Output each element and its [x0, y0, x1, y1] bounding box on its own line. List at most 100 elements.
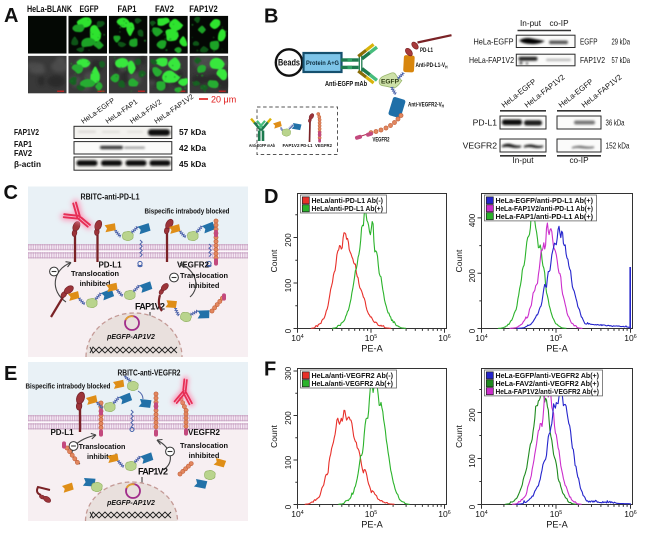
svg-text:EGFP: EGFP: [381, 79, 400, 86]
svg-text:inhibited: inhibited: [189, 451, 220, 460]
svg-text:105: 105: [550, 333, 562, 343]
svg-text:106: 106: [624, 509, 636, 519]
svg-text:200: 200: [284, 233, 293, 247]
svg-text:HeLa-FAP1V2/anti-PD-L1 Ab(+): HeLa-FAP1V2/anti-PD-L1 Ab(+): [496, 204, 594, 213]
svg-text:20 μm: 20 μm: [211, 95, 236, 105]
svg-text:105: 105: [550, 509, 562, 519]
svg-text:HeLa/anti-VEGFR2 Ab(+): HeLa/anti-VEGFR2 Ab(+): [312, 379, 394, 388]
svg-text:inhibited: inhibited: [80, 279, 111, 288]
svg-text:VEGFR2: VEGFR2: [315, 143, 332, 148]
svg-text:Beads: Beads: [278, 58, 300, 68]
svg-text:FAP1V2: FAP1V2: [189, 3, 218, 14]
svg-text:D: D: [264, 186, 278, 208]
svg-text:FAP1: FAP1: [118, 3, 137, 14]
svg-text:PE-A: PE-A: [546, 344, 568, 354]
svg-text:Translocation: Translocation: [79, 442, 126, 451]
svg-text:VEGFR2: VEGFR2: [463, 141, 498, 151]
svg-text:In-put: In-put: [513, 156, 535, 165]
svg-text:co-IP: co-IP: [569, 156, 589, 165]
svg-text:pEGFP-AP1V2: pEGFP-AP1V2: [106, 500, 155, 507]
svg-text:FAV2: FAV2: [14, 148, 32, 158]
svg-text:FAP1V2: FAP1V2: [580, 56, 605, 65]
svg-text:HeLa/anti-PD-L1 Ab(+): HeLa/anti-PD-L1 Ab(+): [312, 204, 384, 213]
svg-text:Translocation: Translocation: [180, 271, 229, 280]
svg-text:0: 0: [468, 328, 477, 333]
svg-text:400: 400: [468, 213, 477, 227]
svg-text:57 kDa: 57 kDa: [179, 127, 206, 137]
svg-text:100: 100: [284, 278, 293, 292]
svg-text:HeLa/anti-VEGFR2 Ab(-): HeLa/anti-VEGFR2 Ab(-): [312, 371, 394, 380]
svg-text:B: B: [264, 6, 278, 28]
svg-text:HeLa-FAV2/anti-VEGFR2 Ab(+): HeLa-FAV2/anti-VEGFR2 Ab(+): [496, 379, 600, 388]
svg-text:200: 200: [468, 268, 477, 282]
svg-text:FAP1V2: FAP1V2: [283, 143, 300, 148]
svg-text:PD-L1: PD-L1: [420, 47, 433, 54]
svg-text:HeLa-EGFP/anti-PD-L1 Ab(+): HeLa-EGFP/anti-PD-L1 Ab(+): [496, 196, 594, 205]
svg-text:HeLa-FAP1V2: HeLa-FAP1V2: [469, 55, 514, 65]
svg-text:104: 104: [475, 333, 487, 343]
svg-text:Translocation: Translocation: [180, 441, 229, 450]
svg-text:104: 104: [291, 509, 303, 519]
svg-text:Bispecific intrabody blocked: Bispecific intrabody blocked: [145, 207, 230, 216]
svg-text:57 kDa: 57 kDa: [612, 56, 631, 65]
svg-text:co-IP: co-IP: [549, 19, 569, 28]
svg-text:300: 300: [284, 366, 293, 380]
svg-text:In-put: In-put: [520, 19, 542, 28]
svg-text:106: 106: [438, 509, 450, 519]
svg-text:β-actin: β-actin: [14, 159, 41, 169]
svg-text:VEGFR2: VEGFR2: [177, 261, 210, 270]
svg-text:Count: Count: [454, 425, 464, 448]
svg-text:36 kDa: 36 kDa: [606, 119, 625, 128]
svg-text:A: A: [4, 5, 18, 27]
svg-text:C: C: [4, 182, 18, 204]
svg-text:42 kDa: 42 kDa: [179, 143, 206, 153]
svg-text:45 kDa: 45 kDa: [179, 159, 206, 169]
svg-text:106: 106: [438, 333, 450, 343]
svg-text:VEGFR2: VEGFR2: [188, 428, 221, 437]
svg-text:EGFP: EGFP: [580, 37, 598, 46]
svg-text:HeLa-FAP1/anti-PD-L1 Ab(+): HeLa-FAP1/anti-PD-L1 Ab(+): [496, 212, 594, 221]
svg-text:HeLa-FAP1V2/anti-VEGFR2 Ab(+): HeLa-FAP1V2/anti-VEGFR2 Ab(+): [496, 387, 600, 396]
svg-text:104: 104: [475, 509, 487, 519]
svg-text:pEGFP-AP1V2: pEGFP-AP1V2: [106, 334, 155, 341]
svg-text:inhibited: inhibited: [87, 452, 117, 461]
svg-text:104: 104: [291, 333, 303, 343]
svg-text:200: 200: [468, 408, 477, 422]
svg-text:VEGFR2: VEGFR2: [373, 137, 390, 144]
svg-text:0: 0: [468, 504, 477, 509]
svg-text:PE-A: PE-A: [361, 520, 383, 530]
svg-text:inhibited: inhibited: [189, 281, 220, 290]
svg-text:PE-A: PE-A: [546, 520, 568, 530]
svg-text:Anti-PD-L1-VH: Anti-PD-L1-VH: [416, 62, 448, 69]
svg-text:PE-A: PE-A: [361, 344, 383, 354]
svg-text:FAV2: FAV2: [155, 3, 174, 14]
svg-text:PD-L1: PD-L1: [50, 428, 74, 437]
svg-text:FAP1V2: FAP1V2: [138, 467, 168, 477]
svg-text:FAP1V2: FAP1V2: [135, 302, 165, 312]
svg-text:Anti-EGFP mAb: Anti-EGFP mAb: [249, 143, 275, 148]
svg-text:100: 100: [284, 455, 293, 469]
svg-text:Count: Count: [454, 249, 464, 272]
svg-text:F: F: [264, 359, 276, 381]
svg-text:105: 105: [365, 509, 377, 519]
svg-text:200: 200: [284, 411, 293, 425]
svg-text:152 kDa: 152 kDa: [606, 142, 630, 151]
svg-text:E: E: [4, 363, 17, 385]
svg-text:100: 100: [468, 454, 477, 468]
svg-text:PD-L1: PD-L1: [98, 261, 122, 270]
svg-text:Count: Count: [269, 425, 279, 448]
svg-text:RBITC-anti-PD-L1: RBITC-anti-PD-L1: [81, 193, 140, 202]
svg-text:EGFP: EGFP: [80, 3, 99, 14]
svg-text:HeLa-EGFP/anti-VEGFR2 Ab(+): HeLa-EGFP/anti-VEGFR2 Ab(+): [496, 371, 600, 380]
svg-text:FAP1V2: FAP1V2: [14, 127, 39, 137]
svg-text:Anti-EGFP mAb: Anti-EGFP mAb: [325, 81, 367, 88]
svg-text:HeLa-EGFP: HeLa-EGFP: [474, 36, 514, 46]
svg-text:HeLa-BLANK: HeLa-BLANK: [27, 3, 72, 14]
svg-text:FAP1: FAP1: [14, 139, 32, 149]
svg-text:0: 0: [284, 504, 293, 509]
svg-text:RBITC-anti-VEGFR2: RBITC-anti-VEGFR2: [118, 369, 181, 378]
svg-text:Count: Count: [269, 249, 279, 272]
svg-text:Translocation: Translocation: [71, 269, 120, 278]
svg-text:PD-L1: PD-L1: [301, 143, 313, 148]
svg-text:Anti-VEGFR2-VH: Anti-VEGFR2-VH: [408, 102, 444, 109]
